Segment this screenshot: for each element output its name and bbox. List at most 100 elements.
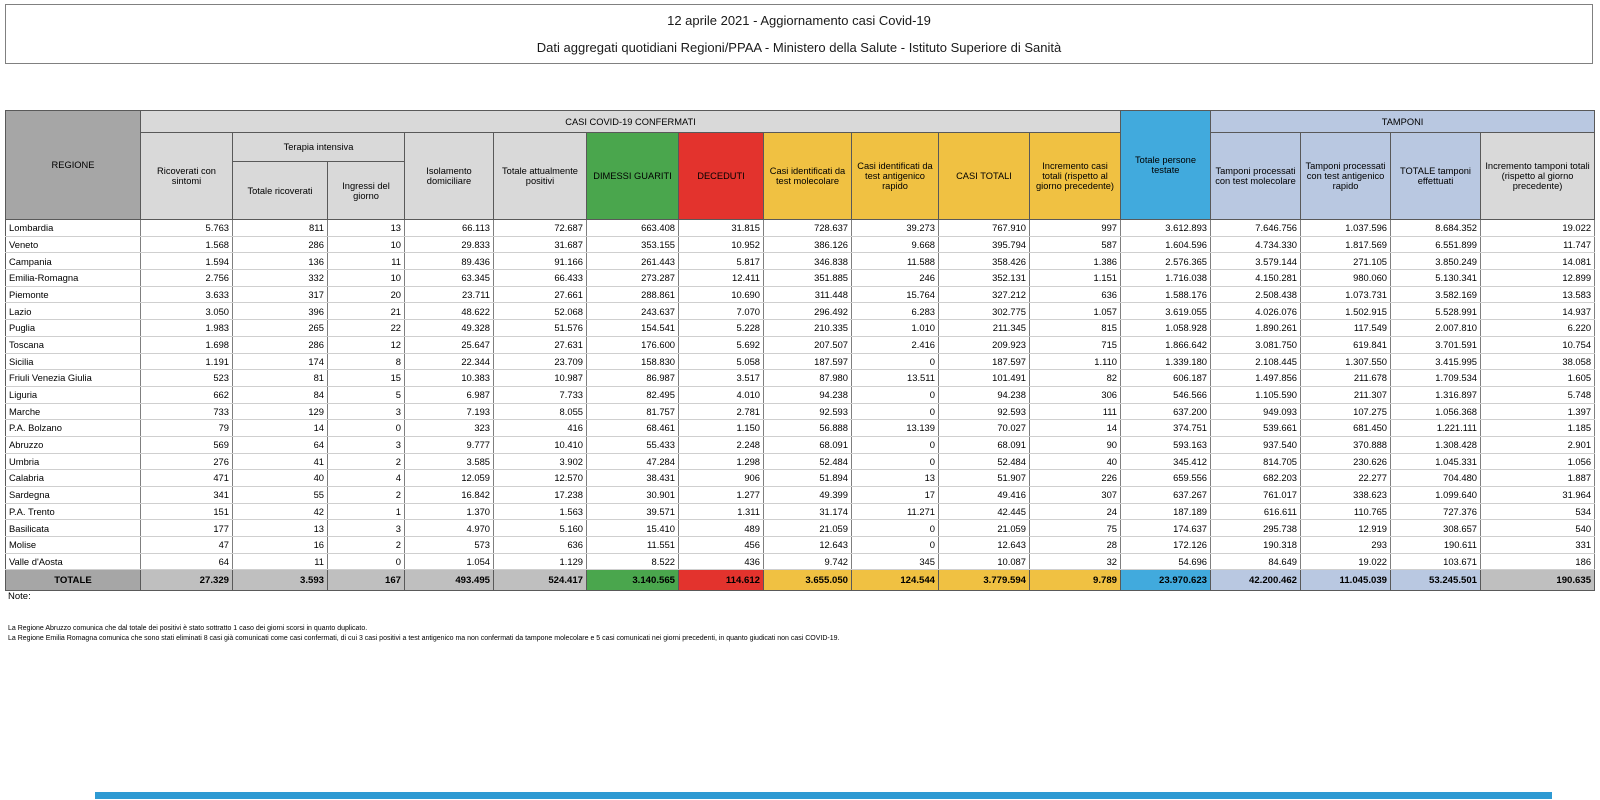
data-cell: 0 [851,385,939,404]
data-cell: 5.130.341 [1390,269,1482,287]
data-cell: 72.687 [493,219,587,237]
data-cell: 1.716.038 [1120,269,1212,287]
totale-cell: 493.495 [404,569,494,592]
data-cell: 395.794 [938,235,1030,254]
data-cell: 286 [232,235,328,254]
data-cell: 2.416 [851,335,939,354]
data-cell: 20 [327,285,405,304]
data-cell: 815 [1028,319,1122,337]
table-row: Marche 733 129 3 7.193 8.055 81.757 2.781 92.593… [5,402,1596,421]
data-cell: 573 [404,536,494,554]
data-cell: 2.508.438 [1210,285,1302,304]
data-cell: 13.139 [851,419,939,437]
bottom-scrollbar[interactable] [95,792,1552,799]
data-cell: 187.597 [763,352,852,371]
data-cell: 8 [327,352,405,371]
data-cell: 546.566 [1120,385,1212,404]
data-cell: 9.668 [851,235,939,254]
data-cell: 637.200 [1120,402,1212,421]
data-cell: 32 [1028,552,1122,571]
data-cell: 47.284 [586,452,679,471]
data-cell: 0 [851,519,939,538]
data-cell: 1.502.915 [1300,302,1392,321]
data-cell: 31.815 [678,219,764,237]
table-row: Sicilia 1.191 174 8 22.344 23.709 158.830 5.058… [5,352,1596,371]
data-cell: 226 [1028,469,1122,487]
data-cell: 10.690 [678,285,764,304]
data-cell: 704.480 [1390,469,1482,487]
totale-cell: 124.544 [851,569,939,592]
data-cell: 151 [140,502,233,521]
data-cell: 13.583 [1480,285,1596,304]
data-cell: 49.328 [404,319,494,337]
header-casi-group: CASI COVID-19 CONFERMATI [139,110,1122,133]
data-cell: 47 [140,536,233,554]
data-cell: 1.497.856 [1210,369,1302,387]
data-cell: 40 [1028,452,1122,471]
data-cell: 30.901 [586,486,679,504]
data-cell: 187.597 [938,352,1030,371]
data-cell: 682.203 [1210,469,1302,487]
header-regione: REGIONE [5,110,141,220]
data-cell: 0 [327,419,405,437]
data-cell: 209.923 [938,335,1030,354]
header-casi-antigenico: Casi identificati da test antigenico rap… [851,132,939,220]
data-cell: 2.781 [678,402,764,421]
data-cell: 341 [140,486,233,504]
data-cell: 13 [327,219,405,237]
data-cell: 814.705 [1210,452,1302,471]
data-cell: 3 [327,402,405,421]
data-cell: 6.987 [404,385,494,404]
data-cell: 2.576.365 [1120,252,1212,271]
data-cell: 64 [232,435,328,454]
data-cell: 2.901 [1480,435,1596,454]
data-cell: 54.696 [1120,552,1212,571]
data-cell: 10.987 [493,369,587,387]
data-cell: 11 [327,252,405,271]
data-cell: 1.817.569 [1300,235,1392,254]
data-cell: 12.411 [678,269,764,287]
table-body: Lombardia 5.763 811 13 66.113 72.687 663.408 31… [5,219,1596,571]
data-cell: 158.830 [586,352,679,371]
data-cell: 11.588 [851,252,939,271]
data-cell: 1.339.180 [1120,352,1212,371]
data-cell: 13.511 [851,369,939,387]
data-cell: 1.588.176 [1120,285,1212,304]
data-cell: 51.576 [493,319,587,337]
data-cell: 186 [1480,552,1596,571]
data-cell: 307 [1028,486,1122,504]
data-cell: 13 [232,519,328,538]
header-tamponi-molecolare: Tamponi processati con test molecolare [1210,132,1302,220]
table-row: Valle d'Aosta 64 11 0 1.054 1.129 8.522 436 9.74… [5,552,1596,571]
data-cell: 52.484 [938,452,1030,471]
data-cell: 23.709 [493,352,587,371]
header-incremento-tamponi: Incremento tamponi totali (rispetto al g… [1480,132,1596,220]
data-cell: 210.335 [763,319,852,337]
data-cell: 27.631 [493,335,587,354]
data-cell: 81.757 [586,402,679,421]
data-cell: 40 [232,469,328,487]
data-cell: 14 [1028,419,1122,437]
table-footer: TOTALE 27.329 3.593 167 493.495 524.417 3.140.… [5,569,1596,592]
data-cell: 16 [232,536,328,554]
data-cell: 1.054 [404,552,494,571]
header-attualmente-positivi: Totale attualmente positivi [493,132,587,220]
header-deceduti: DECEDUTI [678,132,764,220]
data-cell: 103.671 [1390,552,1482,571]
data-cell: 2 [327,536,405,554]
data-cell: 22 [327,319,405,337]
data-cell: 534 [1480,502,1596,521]
data-cell: 386.126 [763,235,852,254]
data-cell: 2.248 [678,435,764,454]
data-cell: 338.623 [1300,486,1392,504]
data-cell: 66.113 [404,219,494,237]
data-cell: 471 [140,469,233,487]
data-cell: 4.734.330 [1210,235,1302,254]
data-cell: 174 [232,352,328,371]
data-cell: 811 [232,219,328,237]
region-name: Veneto [5,235,141,254]
data-cell: 636 [1028,285,1122,304]
data-cell: 243.637 [586,302,679,321]
data-cell: 317 [232,285,328,304]
data-cell: 8.055 [493,402,587,421]
